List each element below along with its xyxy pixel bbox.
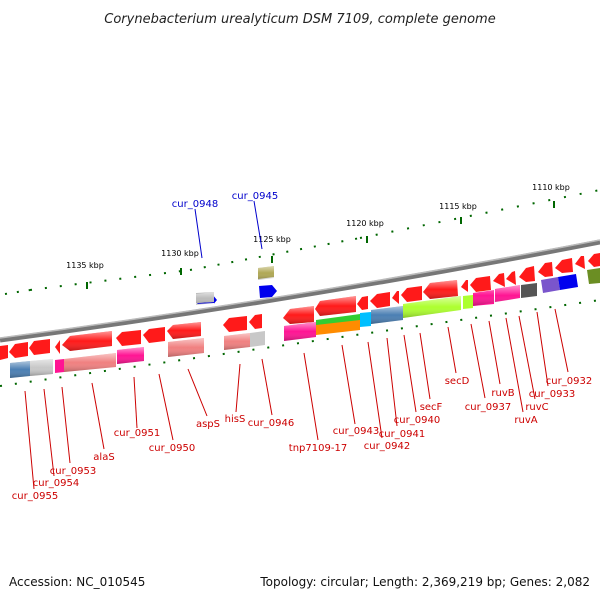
gene-label-cur_0941: cur_0941: [379, 429, 425, 440]
gene-label-cur_0951: cur_0951: [114, 428, 160, 439]
gene-arrow-shading: [62, 280, 458, 351]
scale-ring: [4, 189, 600, 295]
gene-label-cur_0945: cur_0945: [232, 191, 278, 202]
genome-backbone-highlight: [0, 239, 600, 339]
gene-label-cur_0950: cur_0950: [149, 443, 195, 454]
forward-genes-right: [541, 268, 600, 293]
gene-label-cur_0942: cur_0942: [364, 441, 410, 452]
gene-label-ruvA: ruvA: [514, 415, 537, 426]
gene-label-cur_0948: cur_0948: [172, 199, 218, 210]
gene-label-cur_0933: cur_0933: [529, 389, 575, 400]
scale-label-1120: 1120 kbp: [346, 219, 384, 228]
gene-label-ruvC: ruvC: [525, 402, 548, 413]
gene-label-secF: secF: [420, 402, 443, 413]
gene-label-cur_0932: cur_0932: [546, 376, 592, 387]
gene-label-ruvB: ruvB: [491, 388, 514, 399]
scale-label-1115: 1115 kbp: [439, 202, 477, 211]
gene-label-cur_0955: cur_0955: [12, 491, 58, 502]
scale-label-1125: 1125 kbp: [253, 235, 291, 244]
accession-text: Accession: NC_010545: [9, 575, 145, 589]
gene-label-cur_0953: cur_0953: [50, 466, 96, 477]
genome-backbone: [0, 239, 600, 343]
gene-label-cur_0937: cur_0937: [465, 402, 511, 413]
gene-label-cur_0954: cur_0954: [33, 478, 79, 489]
genome-summary-text: Topology: circular; Length: 2,369,219 bp…: [259, 575, 590, 589]
gene-label-hisS: hisS: [225, 414, 246, 425]
gene-tan-box: [258, 266, 274, 280]
scale-label-1135: 1135 kbp: [66, 261, 104, 270]
gene-label-alaS: alaS: [93, 452, 114, 463]
gene-label-tnp7109-17: tnp7109-17: [289, 443, 347, 454]
leader-lines: [24, 200, 569, 490]
scale-label-1130: 1130 kbp: [161, 249, 199, 258]
gene-label-cur_0946: cur_0946: [248, 418, 294, 429]
cog-box-shading: [10, 285, 520, 378]
gene-label-secD: secD: [445, 376, 470, 387]
gene-label-cur_0940: cur_0940: [394, 415, 440, 426]
scale-label-1110: 1110 kbp: [532, 183, 570, 192]
gene-label-aspS: aspS: [196, 419, 220, 430]
scale-major-ticks: [86, 201, 555, 289]
gene-label-cur_0943: cur_0943: [333, 426, 379, 437]
map-title: Corynebacterium urealyticum DSM 7109, co…: [104, 12, 495, 27]
